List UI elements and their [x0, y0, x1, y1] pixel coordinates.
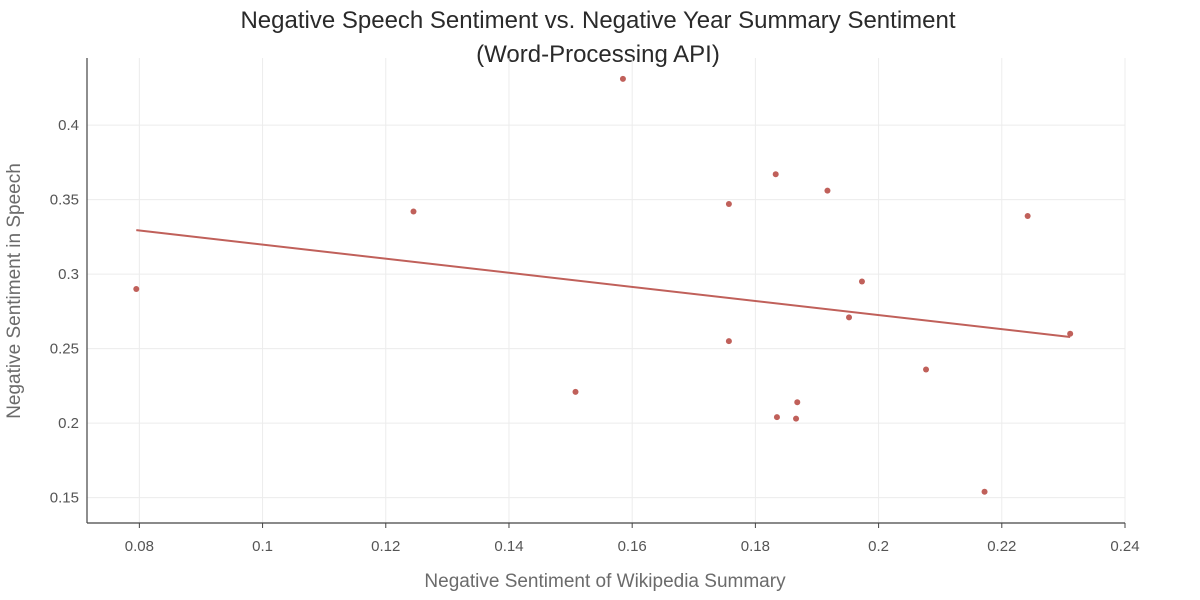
- data-points: [133, 75, 1074, 495]
- data-point: [923, 366, 930, 373]
- y-tick-label: 0.25: [50, 341, 79, 358]
- y-tick-label: 0.3: [58, 266, 79, 283]
- chart-title: Negative Speech Sentiment vs. Negative Y…: [240, 7, 955, 34]
- data-point: [794, 399, 801, 406]
- data-point: [981, 488, 988, 495]
- y-axis-ticks: 0.15 0.2 0.25 0.3 0.35 0.4: [50, 117, 79, 507]
- data-point: [725, 338, 732, 345]
- data-point: [1024, 212, 1031, 219]
- trendline: [136, 229, 1071, 338]
- data-point: [793, 415, 800, 422]
- y-tick-label: 0.35: [50, 192, 79, 209]
- data-point: [858, 278, 865, 285]
- x-tick-label: 0.2: [868, 538, 889, 555]
- data-point: [846, 314, 853, 321]
- data-point: [410, 208, 417, 215]
- data-point: [1067, 330, 1074, 337]
- x-tick-label: 0.16: [618, 538, 647, 555]
- trendline-group: [136, 229, 1071, 338]
- y-axis-label: Negative Sentiment in Speech: [4, 163, 25, 419]
- y-tick-label: 0.2: [58, 415, 79, 432]
- x-tick-label: 0.12: [371, 538, 400, 555]
- y-tick-label: 0.4: [58, 117, 79, 134]
- data-point: [725, 201, 732, 208]
- chart-subtitle: (Word-Processing API): [476, 41, 720, 68]
- x-axis-ticks: 0.08 0.1 0.12 0.14 0.16 0.18 0.2 0.22 0.24: [125, 523, 1140, 555]
- x-tick-label: 0.22: [987, 538, 1016, 555]
- x-axis-label: Negative Sentiment of Wikipedia Summary: [424, 571, 786, 592]
- gridlines: [87, 58, 1126, 523]
- data-point: [824, 187, 831, 194]
- data-point: [133, 286, 140, 293]
- data-point: [772, 171, 779, 178]
- x-tick-label: 0.24: [1110, 538, 1139, 555]
- data-point: [572, 388, 579, 395]
- x-tick-label: 0.18: [741, 538, 770, 555]
- x-tick-label: 0.14: [494, 538, 523, 555]
- data-point: [619, 75, 626, 82]
- y-tick-label: 0.15: [50, 490, 79, 507]
- data-point: [773, 414, 780, 421]
- x-tick-label: 0.1: [252, 538, 273, 555]
- x-tick-label: 0.08: [125, 538, 154, 555]
